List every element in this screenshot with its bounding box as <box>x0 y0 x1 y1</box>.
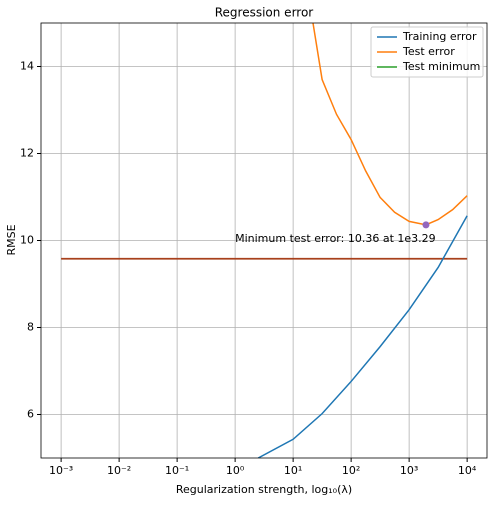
plot-area <box>61 23 468 458</box>
y-tick-label: 14 <box>20 60 34 73</box>
point <box>422 221 430 229</box>
legend-label: Test minimum <box>402 60 480 73</box>
plot-frame <box>40 22 488 459</box>
y-tick-label: 6 <box>27 408 34 421</box>
series-line <box>257 215 468 458</box>
series-line <box>312 23 468 226</box>
x-axis-label: Regularization strength, log₁₀(λ) <box>176 483 352 496</box>
x-tick-label: 10⁰ <box>226 464 245 477</box>
legend-label: Training error <box>402 30 477 43</box>
y-tick-label: 12 <box>20 147 34 160</box>
y-axis-label: RMSE <box>5 224 18 255</box>
x-tick-label: 10³ <box>400 464 418 477</box>
x-tick-label: 10⁻³ <box>49 464 73 477</box>
annotation: Minimum test error: 10.36 at 1e3.29 <box>235 232 436 245</box>
x-tick-label: 10² <box>342 464 360 477</box>
x-tick-label: 10⁻¹ <box>165 464 189 477</box>
y-tick-label: 10 <box>20 234 34 247</box>
y-tick-label: 8 <box>27 321 34 334</box>
x-tick-label: 10⁴ <box>458 464 477 477</box>
x-tick-label: 10⁻² <box>107 464 131 477</box>
chart-title: Regression error <box>215 6 314 20</box>
legend-box <box>370 26 484 78</box>
legend-label: Test error <box>402 45 455 58</box>
x-tick-label: 10¹ <box>284 464 302 477</box>
